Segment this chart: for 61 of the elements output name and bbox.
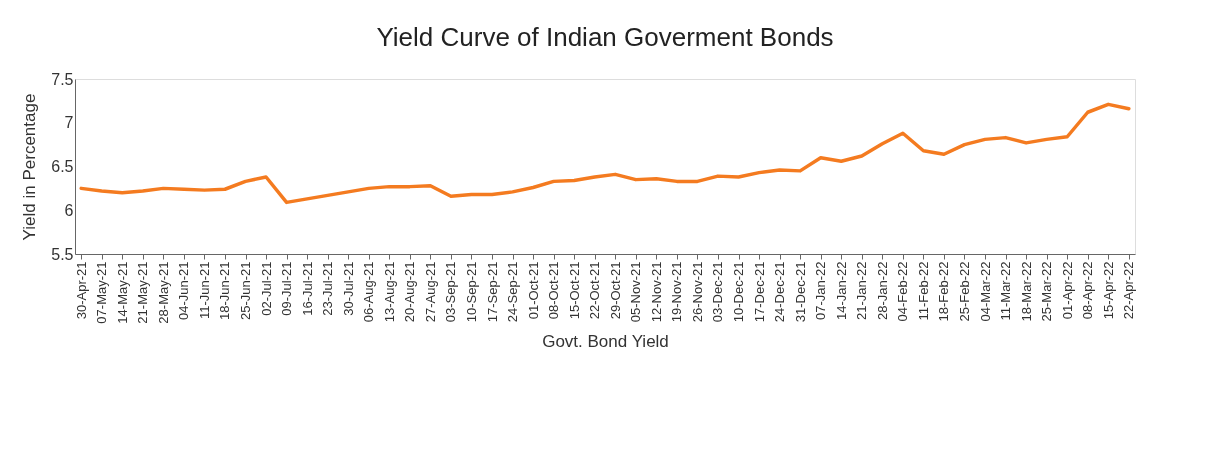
x-tick-label: 25-Jun-21: [238, 261, 253, 321]
x-tick-label: 09-Jul-21: [279, 261, 295, 316]
line-series: [79, 102, 1131, 205]
x-tick-label: 15-Apr-22: [1100, 261, 1116, 320]
x-tick-label: 03-Sep-21: [443, 261, 459, 323]
x-tick-label: 11-Feb-22: [915, 261, 931, 321]
y-tick-label: 6.5: [51, 158, 74, 175]
x-tick-label: 31-Dec-21: [792, 261, 808, 323]
x-tick-label: 07-May-21: [94, 261, 110, 324]
x-tick-label: 30-Jul-21: [340, 261, 356, 316]
x-tick-label: 08-Oct-21: [546, 261, 562, 320]
x-tick-label: 21-May-21: [135, 261, 151, 324]
x-tick-label: 14-Jan-22: [833, 261, 849, 321]
x-tick-label: 16-Jul-21: [299, 261, 315, 316]
x-tick-label: 04-Jun-21: [176, 261, 192, 321]
x-tick-label: 06-Aug-21: [361, 261, 377, 323]
y-tick-label: 7.5: [51, 70, 74, 88]
x-tick-label: 28-Jan-22: [874, 261, 890, 321]
chart-title: Yield Curve of Indian Goverment Bonds: [376, 22, 834, 52]
x-tick-label: 04-Mar-22: [977, 261, 993, 322]
x-tick-label: 26-Nov-21: [689, 261, 705, 323]
x-tick-label: 12-Nov-21: [648, 261, 664, 323]
x-tick-label: 29-Oct-21: [607, 261, 623, 320]
x-tick-label: 10-Dec-21: [731, 261, 747, 323]
x-tick-label: 20-Aug-21: [402, 261, 418, 323]
y-tick-label: 5.5: [51, 245, 74, 263]
x-tick-label: 17-Dec-21: [751, 261, 767, 323]
x-tick-label: 22-Apr-22: [1121, 261, 1137, 320]
y-axis-title: Yield in Percentage: [20, 93, 40, 241]
x-tick-label: 15-Oct-21: [566, 261, 582, 320]
x-tick-label: 18-Jun-21: [217, 261, 233, 321]
y-tick-label: 6: [64, 201, 74, 219]
x-tick-label: 11-Mar-22: [998, 261, 1014, 321]
x-tick-label: 24-Sep-21: [505, 261, 521, 323]
x-tick-label: 10-Sep-21: [463, 261, 479, 323]
x-tick-label: 18-Feb-22: [936, 261, 952, 322]
x-tick-label: 13-Aug-21: [381, 261, 397, 323]
x-tick-label: 01-Oct-21: [525, 261, 541, 320]
x-tick-label: 22-Oct-21: [587, 261, 603, 320]
x-tick-label: 14-May-21: [114, 261, 130, 324]
x-tick-label: 24-Dec-21: [772, 261, 788, 323]
x-tick-label: 30-Apr-21: [73, 261, 89, 320]
x-tick-label: 02-Jul-21: [258, 261, 274, 316]
x-tick-label: 05-Nov-21: [628, 261, 644, 323]
x-tick-label: 17-Sep-21: [484, 261, 500, 323]
x-tick-label: 27-Aug-21: [422, 261, 438, 323]
x-tick-label: 01-Apr-22: [1059, 261, 1075, 320]
x-tick-label: 25-Feb-22: [957, 261, 972, 322]
x-tick-label: 07-Jan-22: [813, 261, 829, 321]
x-tick-label: 08-Apr-22: [1080, 261, 1096, 320]
x-tick-label: 28-May-21: [155, 261, 171, 324]
x-tick-label: 03-Dec-21: [710, 261, 726, 323]
x-tick-label: 23-Jul-21: [320, 261, 336, 316]
y-tick-label: 7: [64, 114, 74, 132]
x-tick-label: 04-Feb-22: [895, 261, 911, 322]
x-tick-label: 19-Nov-21: [669, 261, 685, 323]
x-tick-label: 11-Jun-21: [196, 261, 212, 320]
x-axis-title: Govt. Bond Yield: [542, 331, 669, 351]
x-tick-label: 18-Mar-22: [1018, 261, 1034, 322]
x-tick-label: 21-Jan-22: [854, 261, 870, 321]
x-tick-label: 25-Mar-22: [1039, 261, 1055, 322]
